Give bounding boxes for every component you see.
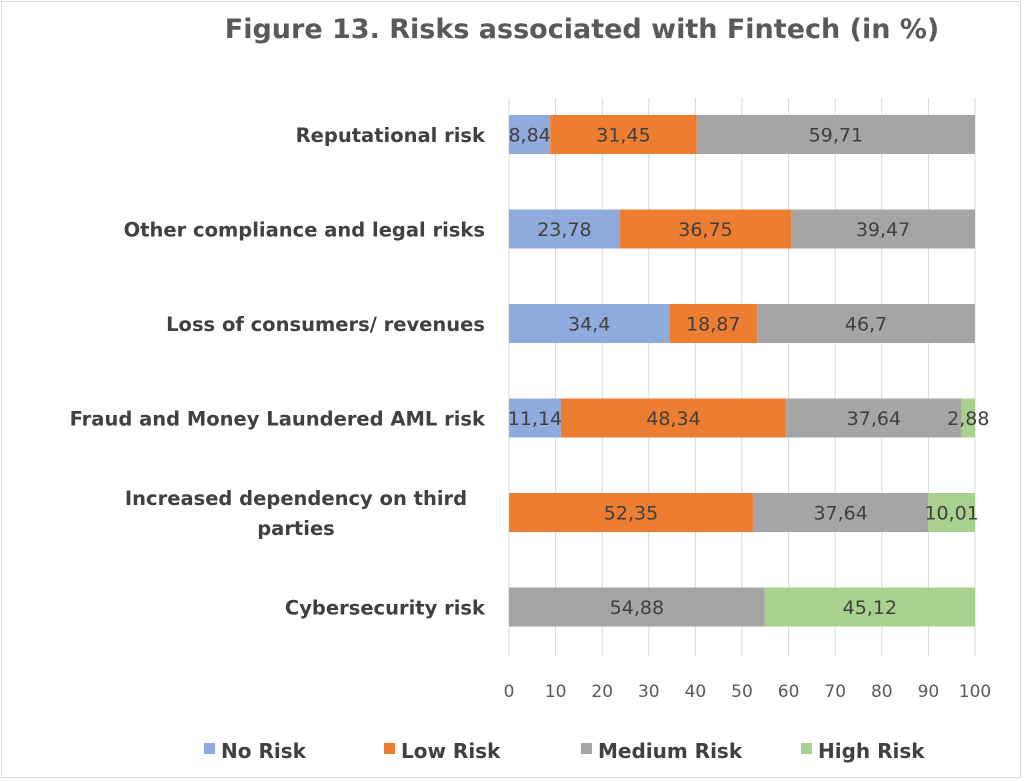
data-label: 54,88 [610, 597, 664, 619]
bar-segment [509, 115, 551, 154]
x-tick-label: 100 [959, 682, 991, 702]
bar-segment [550, 115, 697, 154]
data-label: 52,35 [604, 503, 658, 525]
bar-segment [619, 209, 792, 249]
data-label: 34,4 [568, 314, 610, 336]
x-tick-label: 50 [731, 682, 753, 702]
bar-segment [764, 587, 975, 627]
data-label: 48,34 [646, 408, 700, 430]
category-label: Loss of consumers/ revenues [166, 313, 485, 336]
data-labels: 8,84 31,45 59,71 23,78 36,75 39,47 34,4 18,87 46… [508, 125, 990, 620]
category-label: Cybersecurity risk [285, 597, 486, 620]
x-axis-ticks: 0 10 20 30 40 50 60 70 80 90 100 [504, 682, 992, 702]
legend-swatch [581, 743, 592, 754]
bar-segment [786, 398, 962, 438]
bar-segment [696, 115, 975, 154]
legend-label: High Risk [818, 739, 925, 763]
data-label: 46,7 [845, 314, 887, 336]
legend-label: No Risk [221, 739, 307, 763]
bar-segment [509, 304, 670, 343]
data-label: 23,78 [537, 219, 591, 241]
data-label: 31,45 [596, 125, 650, 147]
category-labels: Reputational risk Other compliance and le… [70, 124, 486, 620]
legend-swatch [801, 743, 812, 754]
data-label: 10,01 [924, 503, 978, 525]
legend-label: Medium Risk [598, 739, 743, 763]
x-tick-label: 40 [685, 682, 707, 702]
x-tick-label: 80 [871, 682, 893, 702]
x-tick-label: 0 [504, 682, 515, 702]
category-label: Fraud and Money Laundered AML risk [70, 408, 486, 431]
data-label: 45,12 [843, 597, 897, 619]
data-label: 59,71 [809, 125, 863, 147]
data-label: 11,14 [508, 408, 562, 430]
x-tick-label: 60 [778, 682, 800, 702]
bar-segment [509, 209, 620, 249]
bar-segment [509, 587, 765, 627]
x-tick-label: 20 [591, 682, 613, 702]
legend-label: Low Risk [401, 739, 501, 763]
bar-segment [961, 398, 975, 438]
data-label: 37,64 [813, 503, 867, 525]
legend-swatch [384, 743, 395, 754]
bar-segment [509, 398, 561, 438]
bar-segment [757, 304, 975, 343]
chart-title: Figure 13. Risks associated with Fintech… [224, 14, 940, 45]
bar-segment [928, 493, 975, 532]
category-label: parties [257, 517, 335, 540]
legend: No Risk Low Risk Medium Risk High Risk [204, 739, 925, 763]
x-tick-label: 10 [545, 682, 567, 702]
bar-segment [752, 493, 929, 532]
x-tick-label: 30 [638, 682, 660, 702]
category-label: Other compliance and legal risks [124, 219, 485, 242]
data-label: 18,87 [686, 314, 740, 336]
bars [509, 115, 975, 627]
data-label: 37,64 [847, 408, 901, 430]
category-label: Increased dependency on third [125, 487, 467, 510]
category-label: Reputational risk [296, 124, 486, 147]
data-label: 8,84 [508, 125, 550, 147]
bar-segment [560, 398, 787, 438]
data-label: 39,47 [856, 219, 910, 241]
data-label: 2,88 [947, 408, 989, 430]
bar-segment [791, 209, 975, 249]
bar-segment [669, 304, 758, 343]
x-tick-label: 70 [824, 682, 846, 702]
bar-segment [509, 493, 753, 532]
legend-swatch [204, 743, 215, 754]
x-tick-label: 90 [918, 682, 940, 702]
data-label: 36,75 [678, 219, 732, 241]
gridlines [508, 98, 976, 656]
